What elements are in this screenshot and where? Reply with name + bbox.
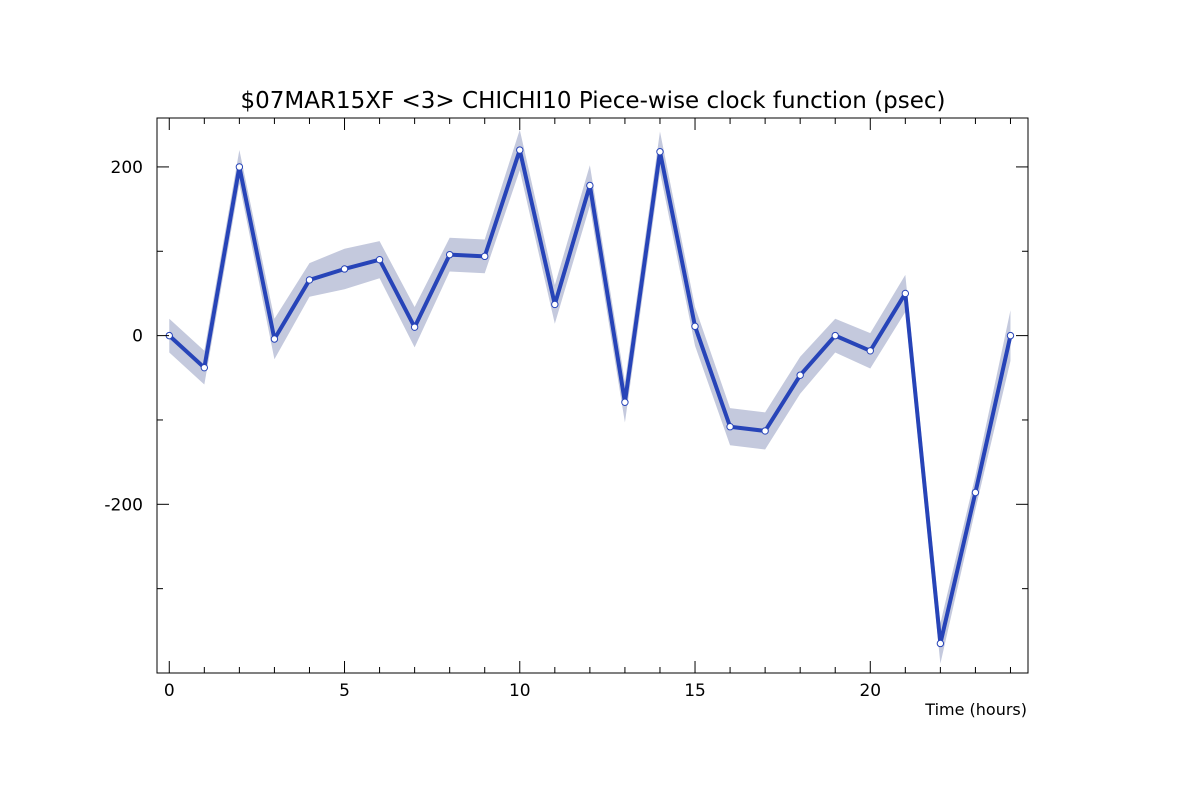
- data-point: [236, 164, 242, 170]
- data-point: [446, 251, 452, 257]
- x-tick-label: 5: [339, 681, 350, 701]
- data-point: [972, 489, 978, 495]
- data-point: [201, 364, 207, 370]
- data-point: [902, 290, 908, 296]
- y-tick-label: 0: [132, 327, 143, 347]
- x-tick-label: 10: [509, 681, 531, 701]
- data-point: [1007, 332, 1013, 338]
- data-point: [587, 182, 593, 188]
- data-point: [306, 277, 312, 283]
- y-tick-label: 200: [111, 158, 143, 178]
- x-tick-label: 0: [164, 681, 175, 701]
- x-axis-label: Time (hours): [924, 700, 1027, 719]
- data-point: [727, 424, 733, 430]
- chart-title: $07MAR15XF <3> CHICHI10 Piece-wise clock…: [241, 88, 946, 114]
- x-tick-label: 15: [684, 681, 706, 701]
- y-tick-label: -200: [104, 495, 143, 515]
- data-point: [482, 253, 488, 259]
- data-point: [341, 266, 347, 272]
- data-point: [657, 149, 663, 155]
- data-point: [762, 428, 768, 434]
- series-line-layer: [169, 150, 1010, 643]
- data-point: [622, 399, 628, 405]
- uncertainty-band: [169, 130, 1010, 664]
- data-point: [867, 348, 873, 354]
- data-point: [692, 323, 698, 329]
- series-line: [169, 150, 1010, 643]
- data-point: [271, 336, 277, 342]
- data-point: [517, 147, 523, 153]
- data-point: [797, 372, 803, 378]
- uncertainty-band-layer: [169, 130, 1010, 664]
- data-point: [937, 640, 943, 646]
- axes-layer: 0 5 10 15 20 -200 0 200: [104, 118, 1028, 701]
- data-point: [832, 332, 838, 338]
- data-point: [376, 257, 382, 263]
- x-tick-label: 20: [859, 681, 881, 701]
- data-point: [552, 301, 558, 307]
- point-marker-layer: [166, 147, 1014, 647]
- data-point: [411, 324, 417, 330]
